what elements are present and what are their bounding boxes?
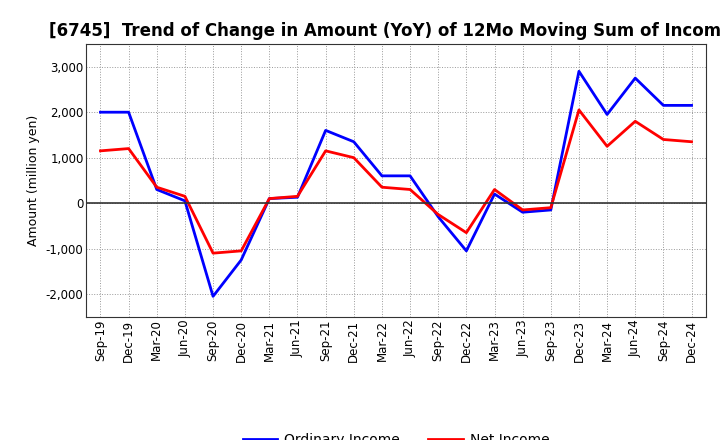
Ordinary Income: [659, 103, 667, 108]
Net Income: [603, 143, 611, 149]
Net Income: [209, 250, 217, 256]
Net Income: [237, 248, 246, 253]
Ordinary Income: [631, 76, 639, 81]
Net Income: [546, 205, 555, 210]
Ordinary Income: [349, 139, 358, 144]
Ordinary Income: [265, 196, 274, 201]
Ordinary Income: [518, 209, 527, 215]
Ordinary Income: [237, 257, 246, 263]
Ordinary Income: [321, 128, 330, 133]
Ordinary Income: [125, 110, 133, 115]
Net Income: [265, 196, 274, 201]
Ordinary Income: [462, 248, 471, 253]
Net Income: [490, 187, 499, 192]
Net Income: [125, 146, 133, 151]
Ordinary Income: [406, 173, 415, 179]
Net Income: [518, 207, 527, 213]
Net Income: [631, 119, 639, 124]
Ordinary Income: [209, 294, 217, 299]
Ordinary Income: [181, 198, 189, 203]
Title: [6745]  Trend of Change in Amount (YoY) of 12Mo Moving Sum of Incomes: [6745] Trend of Change in Amount (YoY) o…: [49, 22, 720, 40]
Net Income: [349, 155, 358, 160]
Net Income: [153, 185, 161, 190]
Y-axis label: Amount (million yen): Amount (million yen): [27, 115, 40, 246]
Net Income: [462, 230, 471, 235]
Ordinary Income: [96, 110, 105, 115]
Ordinary Income: [603, 112, 611, 117]
Line: Net Income: Net Income: [101, 110, 691, 253]
Line: Ordinary Income: Ordinary Income: [101, 71, 691, 297]
Net Income: [321, 148, 330, 154]
Net Income: [434, 212, 443, 217]
Ordinary Income: [434, 214, 443, 220]
Ordinary Income: [575, 69, 583, 74]
Ordinary Income: [546, 207, 555, 213]
Legend: Ordinary Income, Net Income: Ordinary Income, Net Income: [237, 427, 555, 440]
Net Income: [659, 137, 667, 142]
Net Income: [96, 148, 105, 154]
Ordinary Income: [153, 187, 161, 192]
Net Income: [406, 187, 415, 192]
Net Income: [293, 194, 302, 199]
Ordinary Income: [377, 173, 386, 179]
Net Income: [181, 194, 189, 199]
Net Income: [687, 139, 696, 144]
Ordinary Income: [490, 191, 499, 197]
Net Income: [575, 107, 583, 113]
Ordinary Income: [293, 194, 302, 200]
Ordinary Income: [687, 103, 696, 108]
Net Income: [377, 185, 386, 190]
